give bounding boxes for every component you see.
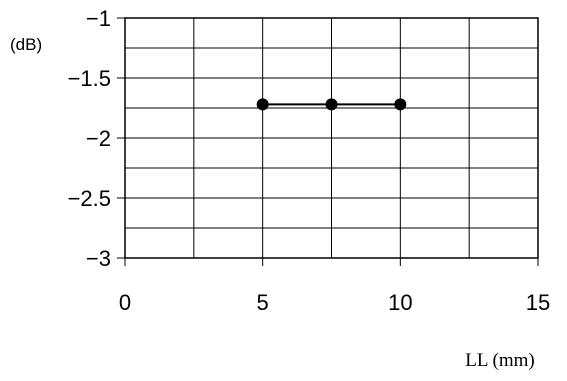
data-point: [394, 98, 407, 111]
y-tick-label: −1: [86, 6, 111, 31]
x-axis-ticks: 0 5 10 15: [119, 258, 550, 315]
y-tick-label: −1.5: [68, 66, 111, 91]
x-tick-label: 5: [257, 290, 269, 315]
x-tick-label: 10: [388, 290, 412, 315]
x-tick-label: 15: [526, 290, 550, 315]
grid: [124, 17, 539, 259]
series-group: [256, 98, 407, 111]
y-axis-unit-label: (dB): [10, 35, 42, 54]
y-tick-label: −3: [86, 246, 111, 271]
y-tick-label: −2: [86, 126, 111, 151]
data-point: [256, 98, 269, 111]
data-point: [325, 98, 338, 111]
x-axis-title: LL (mm): [465, 350, 534, 371]
y-axis-ticks: −1 −1.5 −2 −2.5 −3: [68, 6, 125, 271]
x-tick-label: 0: [119, 290, 131, 315]
y-tick-label: −2.5: [68, 186, 111, 211]
